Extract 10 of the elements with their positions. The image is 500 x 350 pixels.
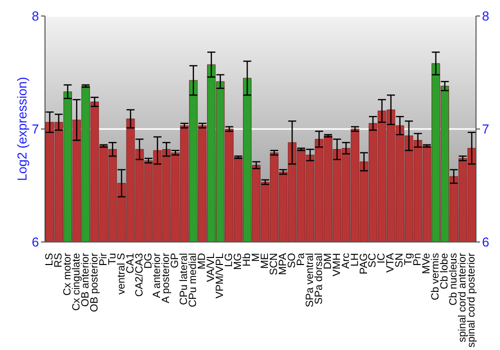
x-tick-label: spinal cord posterior bbox=[466, 252, 478, 348]
x-tick-label: Tg bbox=[402, 252, 415, 266]
x-tick-label: A posterior bbox=[160, 252, 172, 304]
y-tick-label: 6 bbox=[32, 234, 39, 250]
y2-tick-label: 7 bbox=[482, 122, 490, 137]
y2-tick-label: 8 bbox=[482, 8, 490, 24]
y-tick-label: 8 bbox=[32, 8, 39, 24]
y-axis-title: Log2 (expression) bbox=[14, 76, 30, 182]
y-tick-label: 7 bbox=[32, 122, 39, 137]
y2-tick-label: 6 bbox=[482, 234, 490, 250]
